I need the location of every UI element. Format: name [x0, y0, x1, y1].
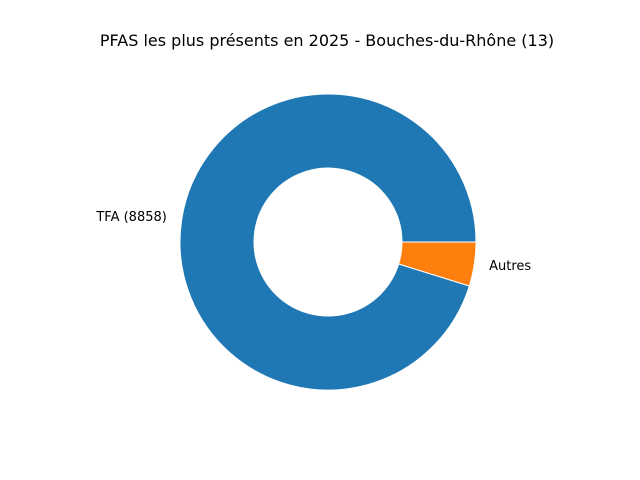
slice-label-0: TFA (8858) [95, 210, 166, 225]
slice-label-1: Autres [489, 259, 531, 274]
chart-title: PFAS les plus présents en 2025 - Bouches… [99, 31, 555, 50]
donut-slice-0 [179, 93, 477, 391]
donut-slice-1 [398, 241, 477, 287]
